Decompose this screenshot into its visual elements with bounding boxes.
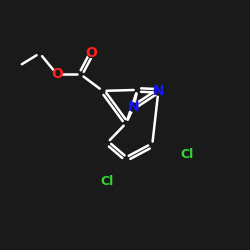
Text: Cl: Cl [180,148,194,161]
Circle shape [130,103,138,112]
Text: O: O [51,67,63,81]
Circle shape [154,87,162,95]
Text: O: O [86,46,98,60]
Text: Cl: Cl [100,175,114,188]
Circle shape [53,70,61,78]
Text: N: N [152,84,164,98]
Circle shape [181,149,192,160]
Text: N: N [128,100,140,114]
Circle shape [102,176,113,187]
Circle shape [88,49,96,58]
